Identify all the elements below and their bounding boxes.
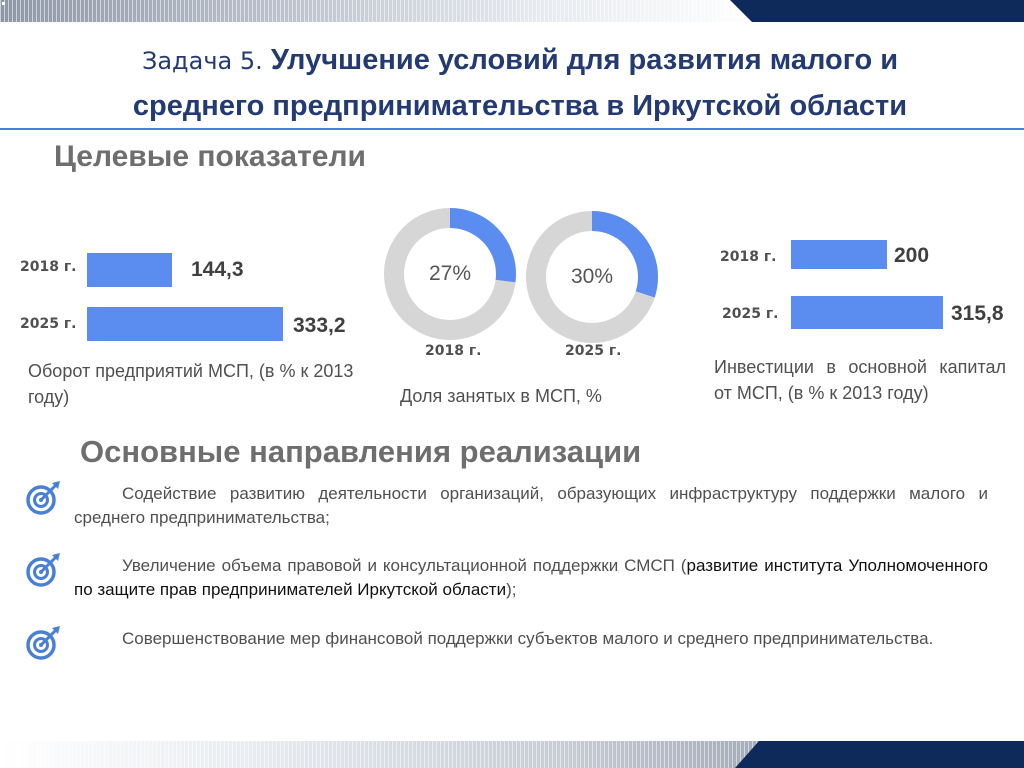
employment-caption: Доля занятых в МСП, % [400, 386, 602, 406]
turnover-value-2025: 333,2 [293, 314, 346, 337]
directions-heading: Основные направления реализации [80, 434, 642, 469]
investment-year-2025: 2025 г. [722, 306, 779, 322]
slide-title: Задача 5. Улучшение условий для развития… [40, 38, 1000, 129]
direction-text: Содействие развитию деятельности организ… [74, 484, 988, 527]
employment-donut-2018: 27% [383, 207, 517, 341]
direction-text: Совершенствование мер финансовой поддерж… [122, 629, 934, 648]
investment-value-2025: 315,8 [951, 302, 1004, 325]
bottom-decorative-strip [0, 741, 1024, 768]
investment-bar-2025 [791, 296, 943, 329]
turnover-bar-2025 [87, 307, 283, 341]
donut-segment [384, 208, 516, 340]
employment-year-2025: 2025 г. [565, 343, 622, 359]
turnover-value-2018: 144,3 [191, 258, 244, 281]
direction-text-highlight: развитие института Уполномоченного по за… [74, 556, 988, 599]
direction-text-lead: Увеличение объема правовой и консультаци… [122, 556, 687, 575]
investment-bar-2018 [791, 240, 887, 269]
title-divider [0, 128, 1024, 130]
target-arrow-icon [24, 625, 62, 663]
investment-year-2018: 2018 г. [720, 249, 777, 265]
direction-text: Увеличение объема правовой и консультаци… [74, 554, 988, 602]
target-arrow-icon [24, 480, 62, 518]
investment-value-2018: 200 [894, 244, 930, 267]
employment-year-2018: 2018 г. [425, 343, 482, 359]
employment-donut-2025: 30% [525, 210, 659, 344]
title-prefix: Задача 5. [141, 47, 263, 75]
turnover-bar-2018 [87, 253, 172, 287]
target-arrow-icon [24, 552, 62, 590]
donut-segment [526, 211, 658, 343]
employment-percent-2018: 27% [428, 262, 472, 285]
turnover-year-2018: 2018 г. [20, 259, 77, 275]
investment-caption: Инвестиции в основной капитал от МСП, (в… [714, 357, 1006, 403]
turnover-year-2025: 2025 г. [20, 316, 77, 332]
title-line2: среднего предпринимательства в Иркутской… [132, 90, 908, 122]
turnover-caption: Оборот предприятий МСП, (в % к 2013 году… [28, 361, 354, 407]
top-decorative-strip [0, 0, 1024, 22]
direction-text-tail: ); [506, 580, 517, 599]
title-line1: Улучшение условий для развития малого и [270, 44, 899, 76]
targets-heading: Целевые показатели [54, 140, 366, 173]
employment-percent-2025: 30% [570, 265, 614, 288]
